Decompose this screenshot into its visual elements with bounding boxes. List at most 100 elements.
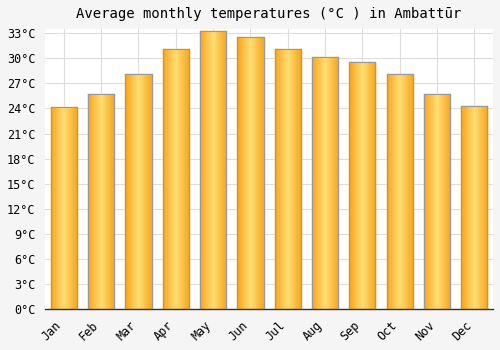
- Bar: [188, 49, 189, 309]
- Bar: [52, 107, 54, 309]
- Bar: [69, 107, 70, 309]
- Bar: [480, 106, 482, 309]
- Bar: [72, 107, 74, 309]
- Bar: [357, 62, 358, 309]
- Bar: [284, 49, 285, 309]
- Bar: [285, 49, 286, 309]
- Bar: [184, 49, 186, 309]
- Bar: [142, 74, 143, 309]
- Bar: [300, 49, 301, 309]
- Bar: [247, 37, 248, 309]
- Bar: [70, 107, 71, 309]
- Bar: [471, 106, 472, 309]
- Bar: [404, 74, 405, 309]
- Bar: [364, 62, 365, 309]
- Bar: [368, 62, 370, 309]
- Bar: [411, 74, 412, 309]
- Bar: [290, 49, 292, 309]
- Bar: [393, 74, 394, 309]
- Bar: [296, 49, 298, 309]
- Bar: [110, 94, 112, 309]
- Bar: [325, 57, 326, 309]
- Bar: [294, 49, 296, 309]
- Bar: [212, 31, 213, 309]
- Bar: [279, 49, 280, 309]
- Bar: [255, 37, 256, 309]
- Bar: [358, 62, 359, 309]
- Bar: [388, 74, 390, 309]
- Bar: [57, 107, 58, 309]
- Bar: [127, 74, 128, 309]
- Bar: [220, 31, 221, 309]
- Bar: [463, 106, 464, 309]
- Bar: [391, 74, 392, 309]
- Bar: [90, 94, 92, 309]
- Bar: [430, 94, 431, 309]
- Bar: [259, 37, 260, 309]
- Bar: [167, 49, 168, 309]
- Bar: [252, 37, 253, 309]
- Bar: [261, 37, 262, 309]
- Bar: [89, 94, 90, 309]
- Bar: [426, 94, 428, 309]
- Bar: [332, 57, 333, 309]
- Bar: [274, 49, 276, 309]
- Bar: [104, 94, 106, 309]
- Bar: [136, 74, 138, 309]
- Bar: [334, 57, 336, 309]
- Bar: [324, 57, 325, 309]
- Bar: [425, 94, 426, 309]
- Bar: [183, 49, 184, 309]
- Bar: [316, 57, 318, 309]
- Bar: [399, 74, 400, 309]
- Bar: [428, 94, 429, 309]
- Bar: [58, 107, 59, 309]
- Bar: [313, 57, 314, 309]
- Bar: [76, 107, 77, 309]
- Bar: [485, 106, 486, 309]
- Bar: [186, 49, 187, 309]
- Bar: [322, 57, 324, 309]
- Bar: [282, 49, 284, 309]
- Bar: [392, 74, 393, 309]
- Bar: [170, 49, 172, 309]
- Bar: [56, 107, 57, 309]
- Bar: [178, 49, 180, 309]
- Bar: [210, 31, 212, 309]
- Bar: [352, 62, 353, 309]
- Bar: [182, 49, 183, 309]
- Bar: [333, 57, 334, 309]
- Bar: [180, 49, 181, 309]
- Bar: [108, 94, 109, 309]
- Bar: [328, 57, 330, 309]
- Bar: [476, 106, 477, 309]
- Bar: [176, 49, 178, 309]
- Bar: [62, 107, 63, 309]
- Bar: [354, 62, 356, 309]
- Bar: [327, 57, 328, 309]
- Bar: [206, 31, 207, 309]
- Bar: [398, 74, 399, 309]
- Bar: [276, 49, 278, 309]
- Bar: [74, 107, 75, 309]
- Bar: [439, 94, 440, 309]
- Bar: [465, 106, 466, 309]
- Bar: [208, 31, 209, 309]
- Bar: [149, 74, 150, 309]
- Bar: [400, 74, 402, 309]
- Bar: [370, 62, 371, 309]
- Bar: [244, 37, 245, 309]
- Bar: [462, 106, 463, 309]
- Bar: [446, 94, 448, 309]
- Bar: [219, 31, 220, 309]
- Bar: [239, 37, 240, 309]
- Bar: [429, 94, 430, 309]
- Bar: [367, 62, 368, 309]
- Bar: [390, 74, 391, 309]
- Bar: [102, 94, 103, 309]
- Bar: [248, 37, 250, 309]
- Bar: [350, 62, 351, 309]
- Bar: [222, 31, 224, 309]
- Bar: [130, 74, 132, 309]
- Bar: [187, 49, 188, 309]
